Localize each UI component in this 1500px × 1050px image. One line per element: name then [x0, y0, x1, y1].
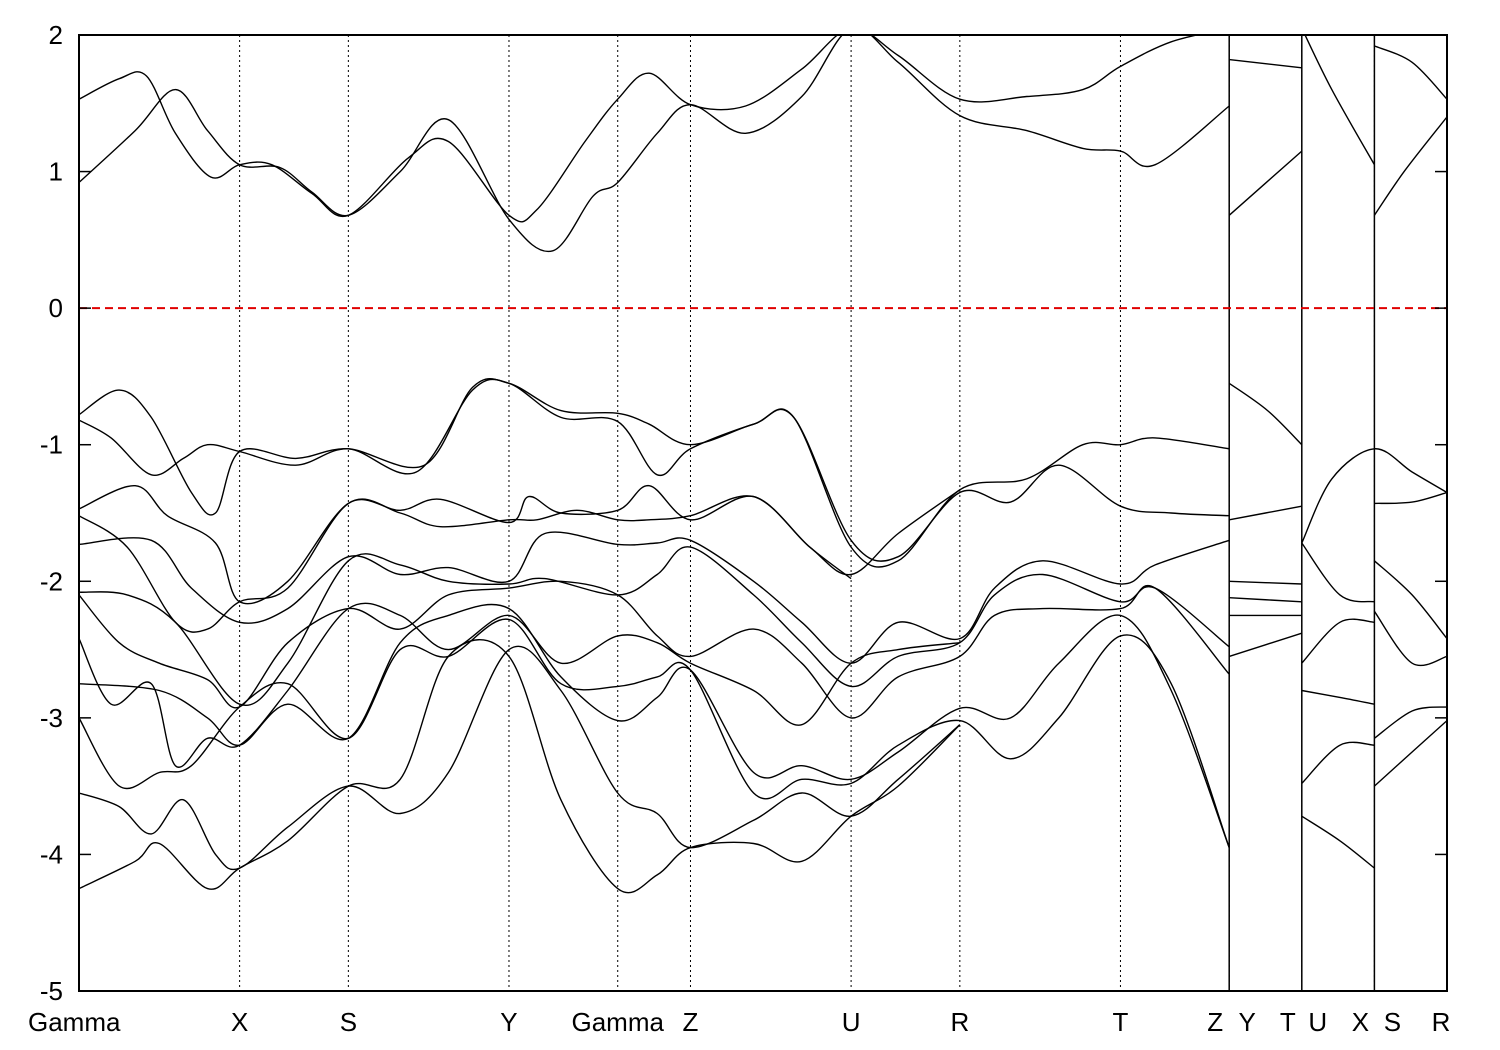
kpoint-label-t: T: [1113, 1007, 1129, 1037]
kpoint-label-u: U: [842, 1007, 861, 1037]
y-tick-label: -5: [40, 976, 63, 1006]
y-tick-label: -3: [40, 703, 63, 733]
band-line-4: [1304, 35, 1376, 166]
band-line-2: [1228, 150, 1303, 216]
band-line-3: [1229, 58, 1302, 69]
band-line-18: [1229, 597, 1302, 603]
band-line-31: [79, 645, 961, 871]
kpoint-label-t: T: [1280, 1007, 1296, 1037]
y-tick-label: -1: [40, 430, 63, 460]
kpath-divider-lines: [239, 35, 1376, 991]
band-line-35: [1373, 720, 1447, 787]
band-line-23: [79, 602, 960, 768]
kpoint-label-z: Z: [1207, 1007, 1223, 1037]
kpoint-label-u: U: [1308, 1007, 1327, 1037]
band-line-17: [1229, 580, 1302, 585]
kpoint-label-gamma: Gamma: [28, 1007, 121, 1037]
band-line-21: [1373, 560, 1447, 640]
plot-frame: [78, 34, 1448, 992]
kpoint-label-y: Y: [500, 1007, 517, 1037]
kpoint-label-x: X: [1352, 1007, 1369, 1037]
y-tick-label: 0: [49, 293, 63, 323]
band-line-6: [1374, 45, 1447, 100]
band-line-29: [1301, 689, 1375, 705]
band-line-13: [1229, 505, 1302, 521]
kpoint-label-x: X: [231, 1007, 248, 1037]
kpoint-label-gamma: Gamma: [571, 1007, 664, 1037]
x-axis-ticks: Gamma X S Y Gamma Z U R T Z Y T U X S R: [28, 1007, 1450, 1037]
kpoint-label-z: Z: [683, 1007, 699, 1037]
band-line-7: [79, 378, 1230, 568]
band-line-16: [79, 546, 1230, 707]
band-line-8: [79, 378, 1230, 562]
band-line-12: [79, 495, 852, 633]
y-tick-label: -2: [40, 566, 63, 596]
kpoint-label-y: Y: [1239, 1007, 1256, 1037]
kpoint-label-r: R: [1432, 1007, 1451, 1037]
y-tick-label: 1: [49, 157, 63, 187]
y-axis-ticks: 2 1 0 -1 -2 -3 -4 -5: [40, 20, 1447, 1006]
band-line-14: [1374, 491, 1447, 505]
kpoint-label-r: R: [950, 1007, 969, 1037]
band-line-34: [1301, 815, 1375, 869]
band-line-26: [1373, 610, 1447, 667]
band-line-20: [1301, 542, 1375, 603]
band-line-24: [1228, 632, 1303, 658]
band-line-32: [79, 639, 961, 894]
kpoint-label-s: S: [1384, 1007, 1401, 1037]
band-line-0: [79, 35, 1200, 223]
band-line-5: [1373, 116, 1447, 216]
band-line-9: [1228, 382, 1303, 446]
band-line-15: [79, 531, 1230, 664]
band-line-1: [79, 35, 1230, 253]
band-line-28: [79, 618, 1230, 848]
y-tick-label: 2: [49, 20, 63, 50]
band-line-33: [1301, 741, 1375, 784]
band-line-10: [1301, 448, 1447, 544]
band-lines: [79, 35, 1447, 894]
band-line-27: [79, 603, 1230, 848]
band-line-25: [1301, 618, 1375, 664]
y-tick-label: -4: [40, 839, 63, 869]
kpoint-label-s: S: [340, 1007, 357, 1037]
band-line-30: [1373, 706, 1447, 739]
